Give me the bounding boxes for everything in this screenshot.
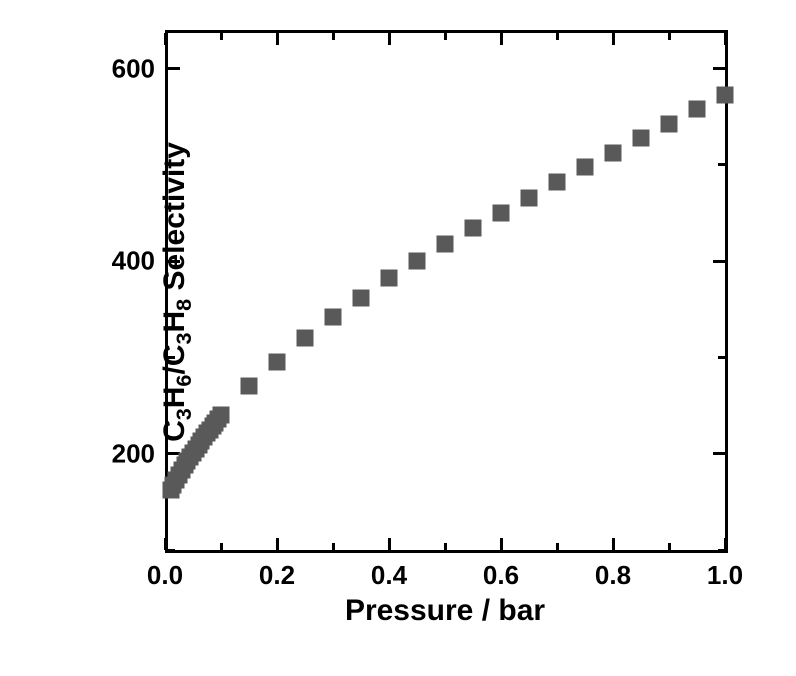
data-marker [437, 235, 454, 252]
x-major-tick-top [276, 33, 279, 45]
x-major-tick [388, 538, 391, 550]
x-minor-tick [668, 543, 671, 550]
data-marker [325, 308, 342, 325]
y-major-tick-right [713, 260, 725, 263]
y-major-tick-right [713, 452, 725, 455]
x-major-tick [164, 538, 167, 550]
data-marker [297, 330, 314, 347]
y-minor-tick-right [718, 163, 725, 166]
x-major-tick [276, 538, 279, 550]
x-tick-label: 0.6 [483, 560, 519, 591]
x-major-tick-top [164, 33, 167, 45]
x-tick-label: 0.4 [371, 560, 407, 591]
x-minor-tick-top [220, 33, 223, 40]
x-major-tick-top [612, 33, 615, 45]
scatter-chart: Pressure / bar C3H6/C3H8 Selectivity 0.0… [0, 0, 796, 676]
axis-right [725, 30, 728, 553]
data-marker [409, 253, 426, 270]
data-marker [661, 116, 678, 133]
y-tick-label: 400 [105, 246, 155, 277]
data-marker [493, 204, 510, 221]
x-major-tick-top [388, 33, 391, 45]
data-marker [605, 145, 622, 162]
x-major-tick-top [500, 33, 503, 45]
axis-bottom [165, 550, 728, 553]
data-marker [269, 354, 286, 371]
data-marker [577, 158, 594, 175]
x-tick-label: 0.2 [259, 560, 295, 591]
x-tick-label: 0.8 [595, 560, 631, 591]
data-marker [689, 100, 706, 117]
y-major-tick [168, 67, 180, 70]
x-minor-tick-top [668, 33, 671, 40]
data-marker [549, 174, 566, 191]
data-marker [353, 289, 370, 306]
x-tick-label: 0.0 [147, 560, 183, 591]
x-major-tick [612, 538, 615, 550]
data-marker [213, 407, 230, 424]
y-tick-label: 600 [105, 53, 155, 84]
x-axis-title: Pressure / bar [345, 594, 545, 628]
data-marker [241, 378, 258, 395]
y-tick-label: 200 [105, 438, 155, 469]
x-minor-tick [220, 543, 223, 550]
x-minor-tick-top [332, 33, 335, 40]
x-major-tick-top [724, 33, 727, 45]
x-tick-label: 1.0 [707, 560, 743, 591]
data-marker [381, 270, 398, 287]
x-minor-tick [444, 543, 447, 550]
data-marker [633, 129, 650, 146]
data-marker [717, 87, 734, 104]
data-marker [465, 220, 482, 237]
x-minor-tick [332, 543, 335, 550]
y-minor-tick-right [718, 356, 725, 359]
x-minor-tick [556, 543, 559, 550]
y-minor-tick [168, 549, 175, 552]
y-axis-title: C3H6/C3H8 Selectivity [158, 142, 192, 442]
x-minor-tick-top [444, 33, 447, 40]
y-major-tick [168, 260, 180, 263]
x-major-tick [500, 538, 503, 550]
data-marker [521, 189, 538, 206]
y-minor-tick-right [718, 549, 725, 552]
y-minor-tick [168, 163, 175, 166]
x-minor-tick-top [556, 33, 559, 40]
y-major-tick-right [713, 67, 725, 70]
y-minor-tick [168, 356, 175, 359]
plot-area [165, 30, 725, 550]
axis-top [165, 30, 728, 33]
